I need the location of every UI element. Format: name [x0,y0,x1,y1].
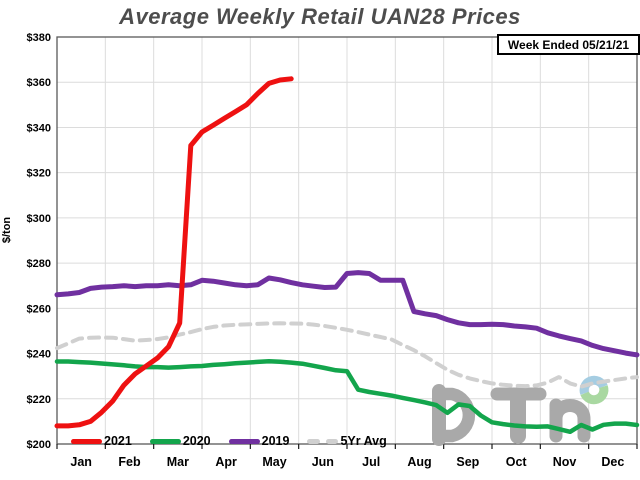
legend-label-2019: 2019 [261,434,290,448]
x-tick-label: Oct [506,455,528,469]
y-tick-label: $380 [27,32,51,44]
legend-label-5yr-avg: 5Yr Avg [340,434,387,448]
x-tick-label: Aug [407,455,431,469]
y-tick-label: $240 [27,349,51,361]
series-line-2019 [54,270,640,358]
y-tick-label: $300 [27,213,51,225]
x-tick-label: Jan [70,455,92,469]
legend-swatch-5yr-avg [307,438,339,444]
x-tick-label: Jun [312,455,334,469]
y-tick-label: $320 [27,168,51,180]
x-tick-label: Sep [456,455,479,469]
logo-donut-bottom [580,385,609,405]
legend-swatch-2021 [71,438,102,444]
chart-legend: 2021 2020 2019 5Yr Avg [71,433,387,449]
legend-item-2020: 2020 [149,434,211,448]
series-line-2020 [54,358,640,435]
y-tick-label: $200 [27,439,51,451]
x-tick-label: May [262,455,286,469]
x-tick-label: Feb [118,455,141,469]
y-tick-label: $280 [27,258,51,270]
x-tick-label: Nov [553,455,577,469]
legend-item-5yr-avg: 5Yr Avg [307,434,387,448]
x-tick-label: Mar [167,455,189,469]
y-tick-label: $360 [27,77,51,89]
y-tick-label: $260 [27,303,51,315]
x-tick-label: Apr [215,455,237,469]
series-line-2021 [54,76,294,429]
legend-label-2020: 2020 [182,434,211,448]
legend-item-2019: 2019 [228,434,290,448]
page-title: Average Weekly Retail UAN28 Prices [119,4,521,29]
y-tick-label: $340 [27,122,51,134]
x-tick-label: Jul [362,455,380,469]
x-tick-label: Dec [601,455,624,469]
legend-label-2021: 2021 [104,434,132,448]
y-tick-label: $220 [27,394,51,406]
legend-swatch-2020 [149,438,181,444]
dtn-logo-watermark [432,375,609,446]
week-ended-badge: Week Ended 05/21/21 [497,34,640,55]
series-line-5yr-avg [55,321,639,389]
legend-swatch-2019 [228,438,260,444]
legend-item-2021: 2021 [71,434,132,448]
